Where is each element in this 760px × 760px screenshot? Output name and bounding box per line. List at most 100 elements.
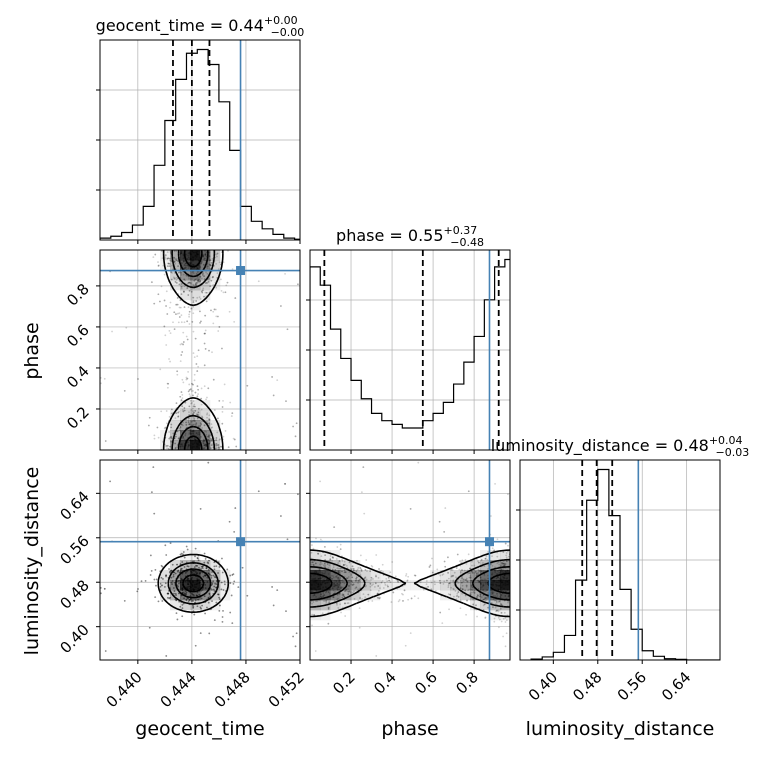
sample-point xyxy=(123,600,126,602)
sample-point xyxy=(167,382,170,385)
title-geocent-time-sub: −0.00 xyxy=(271,26,305,39)
sample-point xyxy=(192,394,194,397)
sample-point xyxy=(220,445,222,448)
sample-point xyxy=(220,445,222,448)
sample-point xyxy=(174,447,177,449)
sample-point xyxy=(392,591,395,594)
sample-point xyxy=(159,582,162,585)
sample-point xyxy=(229,611,232,614)
density-cell xyxy=(470,600,481,611)
sample-point xyxy=(311,602,313,605)
sample-point xyxy=(167,262,170,265)
sample-point xyxy=(194,283,197,286)
sample-point xyxy=(211,582,214,585)
ytick-label-phase-1: 0.4 xyxy=(63,362,93,392)
sample-point xyxy=(455,567,458,569)
sample-point xyxy=(410,597,413,600)
sample-point xyxy=(194,423,197,426)
sample-point xyxy=(183,566,186,568)
sample-point xyxy=(345,564,348,567)
sample-point xyxy=(484,599,487,602)
sample-point xyxy=(328,564,331,567)
sample-point xyxy=(218,566,221,568)
sample-point xyxy=(168,265,171,268)
sample-point xyxy=(216,447,218,449)
sample-point xyxy=(465,577,468,580)
sample-point xyxy=(342,593,344,596)
sample-point xyxy=(468,572,471,575)
sample-point xyxy=(188,310,191,313)
density-cell xyxy=(330,580,341,591)
sample-point xyxy=(454,590,457,592)
sample-point xyxy=(203,385,206,388)
sample-point xyxy=(459,587,462,590)
sample-point xyxy=(196,282,198,284)
sample-point xyxy=(447,593,450,595)
sample-point xyxy=(182,421,184,424)
sample-point xyxy=(217,593,220,596)
sample-point xyxy=(203,295,205,298)
sample-point xyxy=(213,576,216,578)
sample-point xyxy=(204,558,207,560)
sample-point xyxy=(357,580,360,582)
sample-point xyxy=(442,582,445,585)
sample-point xyxy=(208,436,210,438)
sample-point xyxy=(449,593,452,596)
sample-point xyxy=(216,272,219,275)
sample-point xyxy=(199,606,202,609)
sample-point xyxy=(477,561,480,564)
sample-point xyxy=(347,593,350,596)
sample-point xyxy=(367,593,370,596)
sample-point xyxy=(461,592,463,595)
sample-point xyxy=(466,580,469,583)
sample-point xyxy=(194,409,197,412)
sample-point xyxy=(346,590,349,593)
sample-point xyxy=(501,562,504,565)
density-cell xyxy=(310,560,321,571)
sample-point xyxy=(329,558,332,561)
sample-point xyxy=(203,424,206,427)
sample-point xyxy=(237,586,240,589)
sample-point xyxy=(221,422,224,425)
sample-point xyxy=(216,252,219,255)
sample-point xyxy=(186,565,189,568)
sample-point xyxy=(212,284,215,286)
sample-point xyxy=(169,436,172,439)
sample-point xyxy=(168,262,170,265)
sample-point xyxy=(276,589,279,591)
sample-point xyxy=(496,601,498,603)
sample-point xyxy=(380,569,383,572)
sample-point xyxy=(218,399,221,402)
sample-point xyxy=(505,554,508,557)
sample-point xyxy=(167,592,170,595)
sample-point xyxy=(170,581,173,584)
sample-point xyxy=(199,310,201,313)
sample-point xyxy=(325,600,328,602)
sample-point xyxy=(407,575,410,578)
density-cell xyxy=(320,550,331,561)
sample-point xyxy=(178,283,181,286)
sample-point xyxy=(387,585,389,588)
sample-point xyxy=(231,574,234,576)
sample-point xyxy=(187,565,190,568)
sample-point xyxy=(177,569,180,572)
sample-point xyxy=(155,578,158,581)
sample-point xyxy=(195,564,197,567)
sample-point xyxy=(192,299,195,302)
sample-point xyxy=(471,560,473,563)
sample-point xyxy=(500,611,503,614)
density-cell xyxy=(370,590,381,601)
sample-point xyxy=(154,253,157,256)
sample-point xyxy=(442,573,445,576)
sample-point xyxy=(172,575,175,578)
sample-point xyxy=(137,588,139,590)
sample-point xyxy=(187,565,190,568)
frame xyxy=(99,459,301,661)
sample-point xyxy=(149,554,152,557)
sample-point xyxy=(125,326,128,329)
sample-point xyxy=(473,572,476,574)
sample-point xyxy=(222,589,225,591)
sample-point xyxy=(280,515,282,517)
sample-point xyxy=(336,598,339,601)
sample-point xyxy=(169,301,172,304)
